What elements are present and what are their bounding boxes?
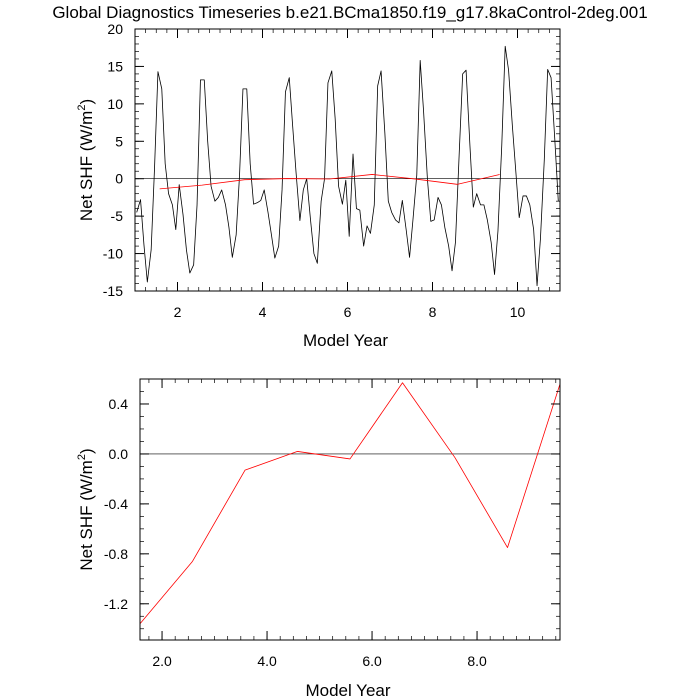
x-tick-label: 2	[174, 304, 182, 320]
y-tick-label: -0.8	[104, 546, 128, 562]
y-tick-label: 15	[107, 58, 123, 74]
x-tick-label: 8.0	[467, 653, 487, 669]
y-axis-label-tail: )	[77, 99, 96, 105]
y-tick-label: -1.2	[104, 596, 128, 612]
x-tick-label: 6	[344, 304, 352, 320]
series-line-1	[159, 174, 500, 190]
y-axis-label-superscript: 2	[76, 105, 88, 111]
x-tick-label: 6.0	[362, 653, 382, 669]
x-axis-label: Model Year	[303, 331, 388, 350]
y-tick-label: 0.0	[109, 446, 129, 462]
series-line-0	[136, 45, 559, 287]
series-line-0	[139, 382, 561, 625]
x-tick-label: 10	[510, 304, 526, 320]
y-axis-label: Net SHF (W/m2)	[76, 448, 96, 570]
y-axis-label-main: Net SHF (W/m	[77, 111, 96, 222]
y-tick-label: -10	[103, 246, 123, 262]
y-tick-label: -15	[103, 283, 123, 299]
y-tick-label: 0	[115, 171, 123, 187]
x-axis-label: Model Year	[305, 681, 390, 700]
y-axis-label-superscript: 2	[76, 454, 88, 460]
bottom-panel: 2.0 4.0 6.0 8.0 -1.2 -0.8 -0.4 0.0 0.4 Model Year…	[76, 378, 561, 700]
x-tick-label: 8	[429, 304, 437, 320]
chart-title: Global Diagnostics Timeseries b.e21.BCma…	[52, 3, 647, 22]
y-tick-label: 5	[115, 133, 123, 149]
plot-frame	[139, 378, 561, 641]
x-tick-label: 4	[259, 304, 267, 320]
x-tick-label: 4.0	[257, 653, 277, 669]
y-tick-label: 0.4	[109, 396, 129, 412]
y-tick-label: -0.4	[104, 496, 128, 512]
y-tick-label: -5	[111, 208, 124, 224]
y-axis-label-tail: )	[77, 448, 96, 454]
y-axis-label-main: Net SHF (W/m	[77, 460, 96, 571]
x-tick-label: 2.0	[152, 653, 172, 669]
top-panel: 2 4 6 8 10 -15 -10 -5 0 5 10 15 20 Model Year Net SHF …	[76, 21, 561, 350]
y-tick-label: 20	[107, 21, 123, 37]
y-axis-label: Net SHF (W/m2)	[76, 99, 96, 221]
y-tick-label: 10	[107, 96, 123, 112]
